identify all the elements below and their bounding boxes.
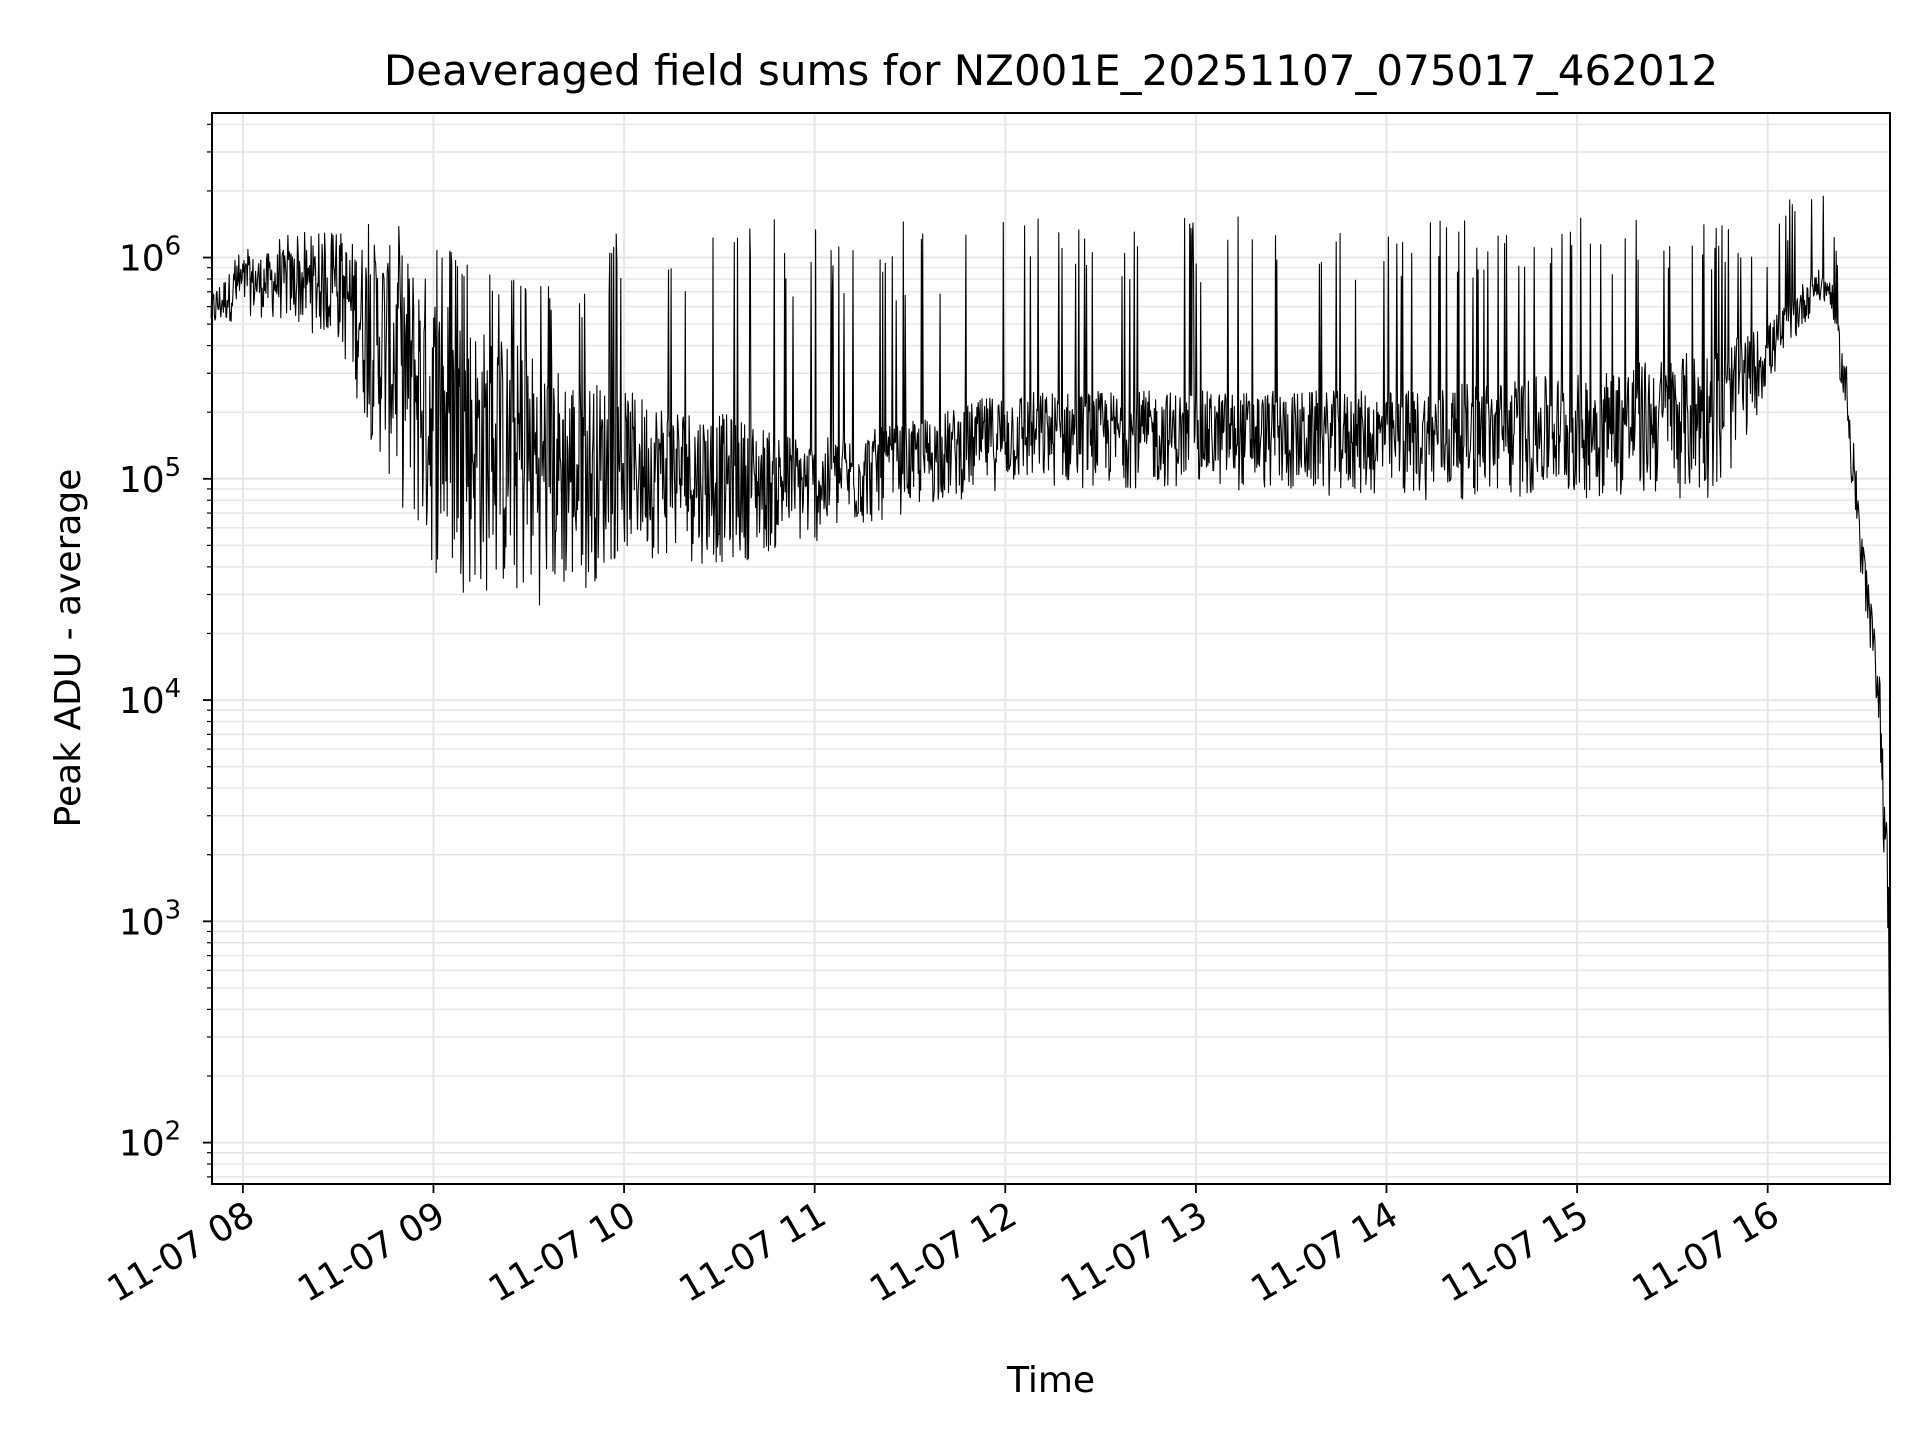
y-axis-label: Peak ADU - average (48, 469, 89, 828)
y-tick-label: 102 (119, 1117, 181, 1165)
y-tick-label: 106 (119, 232, 181, 280)
y-tick-label: 104 (119, 674, 181, 722)
y-tick-label: 105 (119, 453, 181, 501)
grid-layer (212, 113, 1890, 1184)
x-axis-label: Time (1006, 1360, 1095, 1401)
plot-frame (211, 112, 1891, 1185)
chart-title: Deaveraged field sums for NZ001E_2025110… (384, 46, 1718, 95)
y-tick-label: 103 (119, 895, 181, 943)
series-line (210, 195, 1891, 1185)
